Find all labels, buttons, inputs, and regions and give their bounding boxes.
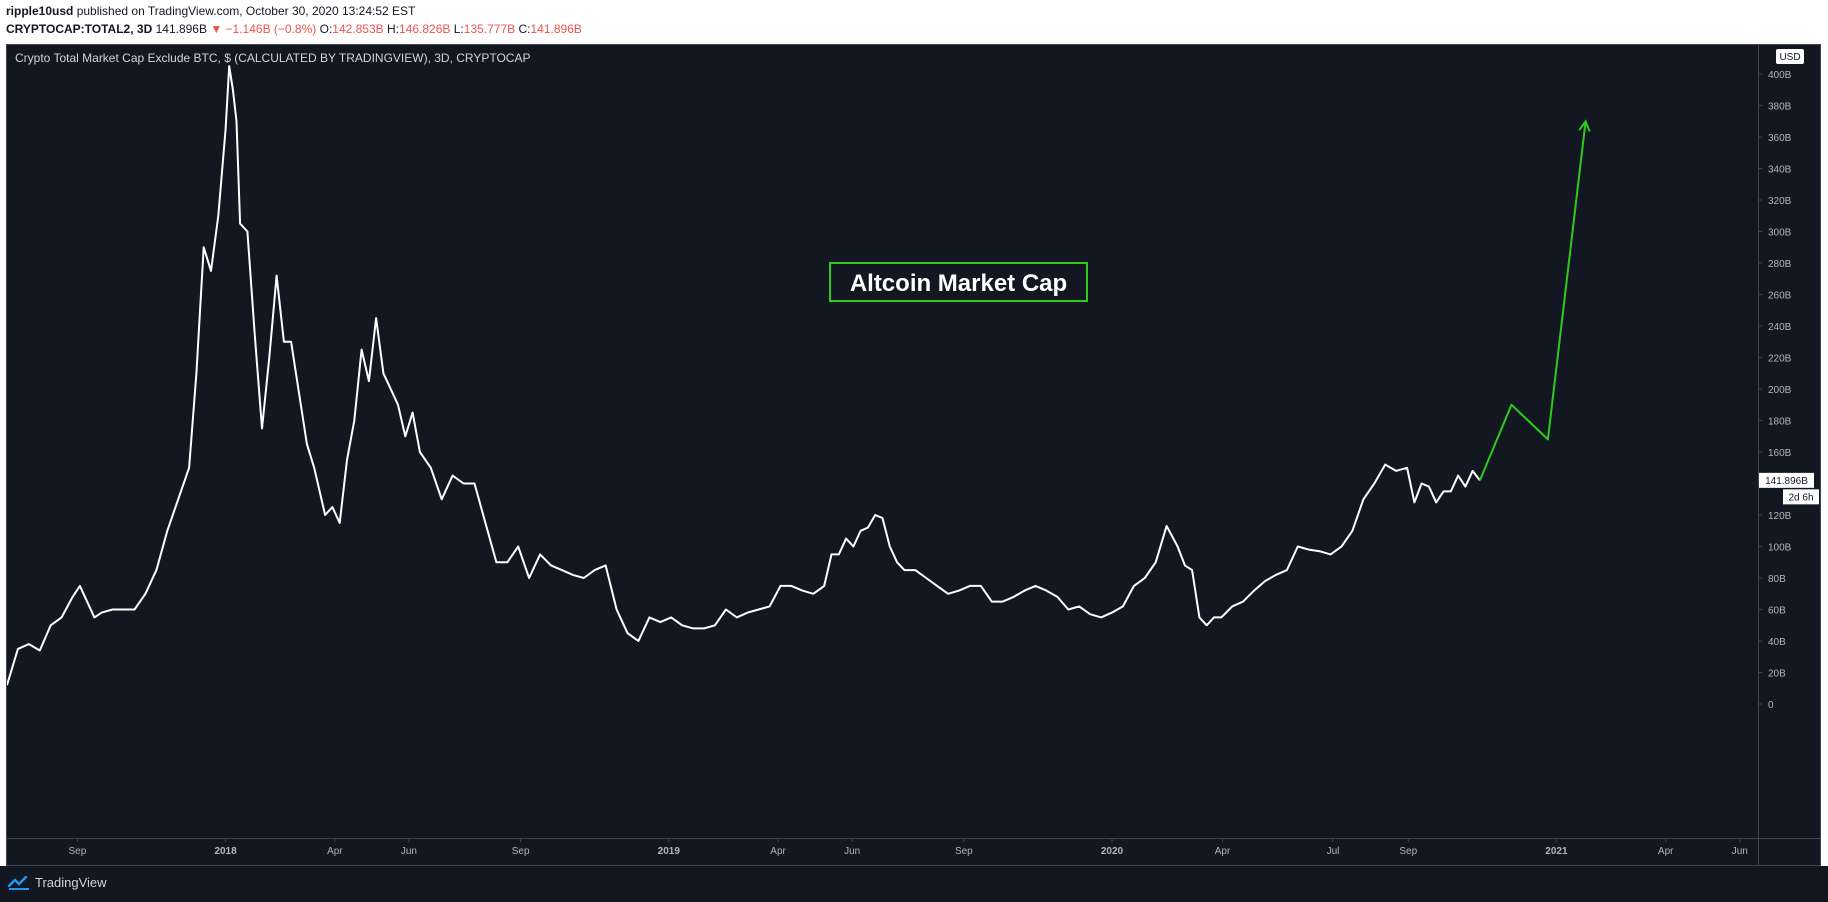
price-axis-label: 20B [1768, 669, 1786, 680]
annotation-box[interactable]: Altcoin Market Cap [829, 262, 1088, 302]
price-axis-label: 280B [1768, 259, 1792, 270]
time-axis-label: Jun [844, 846, 860, 857]
currency-badge[interactable] [1776, 49, 1804, 64]
price-axis-label: 60B [1768, 606, 1786, 617]
time-axis-label: Sep [512, 846, 530, 857]
projection-line [1478, 121, 1587, 481]
price-axis-label: 180B [1768, 417, 1792, 428]
price-axis-label: 400B [1768, 70, 1792, 81]
low-value: 135.777B [463, 22, 516, 36]
publication-line: ripple10usd published on TradingView.com… [6, 4, 415, 18]
annotation-text: Altcoin Market Cap [850, 270, 1067, 297]
time-axis-label: Sep [955, 846, 973, 857]
price-chart[interactable]: Crypto Total Market Cap Exclude BTC, $ (… [6, 45, 1820, 865]
high-label: H: [387, 22, 400, 36]
published-text: published on TradingView.com, October 30… [76, 4, 416, 18]
low-label: L: [453, 22, 464, 36]
price-axis-label: 300B [1768, 228, 1792, 239]
close-value: 141.896B [530, 22, 582, 36]
time-axis[interactable]: Sep 2018 Apr Jun Sep 2019 Apr Jun Sep 2020 Apr Jul S… [69, 838, 1748, 857]
ohlc-legend: CRYPTOCAP:TOTAL2, 3D 141.896B ▼ −1.146B … [6, 22, 582, 36]
price-axis-label: 200B [1768, 385, 1792, 396]
price-axis-label: 120B [1768, 511, 1792, 522]
tradingview-brand-text: TradingView [35, 875, 107, 890]
projection-arrowhead [1578, 119, 1591, 132]
price-axis-label: 40B [1768, 637, 1786, 648]
countdown-label: 2d 6h [1788, 492, 1813, 503]
open-value: 142.853B [332, 22, 384, 36]
open-label: O: [319, 22, 333, 36]
time-axis-label: 2018 [214, 846, 237, 857]
time-axis-label: Jul [1327, 846, 1340, 857]
last-price: 141.896B [155, 22, 207, 36]
time-axis-label: Apr [1658, 846, 1674, 857]
time-axis-label: 2020 [1101, 846, 1124, 857]
price-line-series [6, 65, 1481, 686]
price-axis-label: 340B [1768, 165, 1792, 176]
time-axis-label: Sep [1399, 846, 1417, 857]
time-axis-label: Jun [401, 846, 417, 857]
time-axis-label: Apr [327, 846, 343, 857]
chart-title: Crypto Total Market Cap Exclude BTC, $ (… [15, 51, 530, 65]
time-axis-label: 2021 [1545, 846, 1568, 857]
price-axis-label: 220B [1768, 354, 1792, 365]
time-axis-label: Apr [770, 846, 786, 857]
publication-header: ripple10usd published on TradingView.com… [0, 0, 1828, 40]
price-axis-label: 360B [1768, 133, 1792, 144]
tradingview-logo-icon [8, 875, 29, 890]
time-axis-label: Sep [69, 846, 87, 857]
price-axis-label: 320B [1768, 196, 1792, 207]
price-axis-label: 160B [1768, 448, 1792, 459]
last-price-label: 141.896B [1765, 476, 1808, 487]
price-axis-label: 380B [1768, 102, 1792, 113]
chart-frame[interactable]: Crypto Total Market Cap Exclude BTC, $ (… [6, 44, 1821, 866]
tradingview-brand[interactable]: TradingView [8, 875, 107, 890]
time-axis-label: Apr [1215, 846, 1231, 857]
footer-bar: TradingView [0, 866, 1828, 902]
symbol-label: CRYPTOCAP:TOTAL2, 3D [6, 22, 153, 36]
price-axis[interactable]: 020B40B60B80B100B120B140B160B180B200B220… [1758, 70, 1792, 711]
publisher-name[interactable]: ripple10usd [6, 4, 74, 18]
last-price-badge: 141.896B 2d 6h [1759, 472, 1819, 505]
price-axis-label: 260B [1768, 291, 1792, 302]
price-change: ▼ −1.146B (−0.8%) [210, 22, 317, 36]
time-axis-label: Jun [1732, 846, 1748, 857]
price-axis-label: 240B [1768, 322, 1792, 333]
price-axis-label: 80B [1768, 574, 1786, 585]
currency-label: USD [1779, 52, 1800, 63]
time-axis-label: 2019 [658, 846, 681, 857]
high-value: 146.826B [399, 22, 451, 36]
price-axis-label: 100B [1768, 543, 1792, 554]
price-axis-label: 0 [1768, 700, 1774, 711]
close-label: C: [518, 22, 531, 36]
